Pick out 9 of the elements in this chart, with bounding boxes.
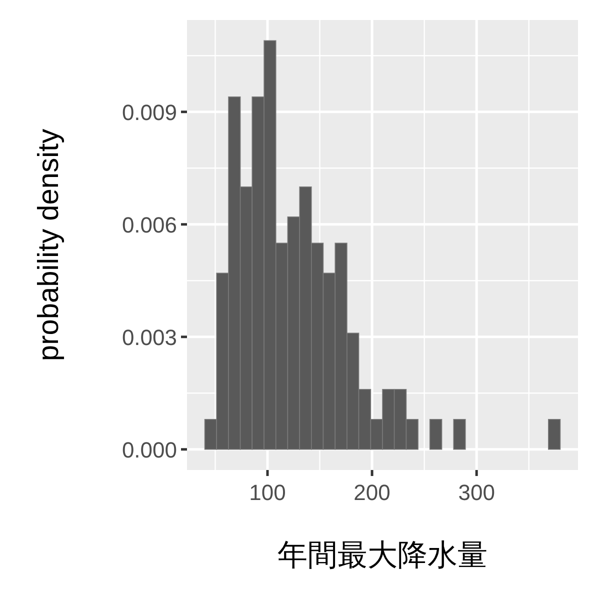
x-tick-label: 300 [458,480,495,505]
x-axis-title: 年間最大降水量 [278,539,488,572]
y-axis-title: probability density [33,128,65,362]
y-tick-label: 0.000 [122,437,177,462]
y-tick-label: 0.003 [122,324,177,350]
x-tick-label: 100 [249,480,286,505]
y-tick-label: 0.006 [122,212,177,238]
x-tick-label: 200 [354,480,390,505]
y-tick-label: 0.009 [122,100,177,125]
